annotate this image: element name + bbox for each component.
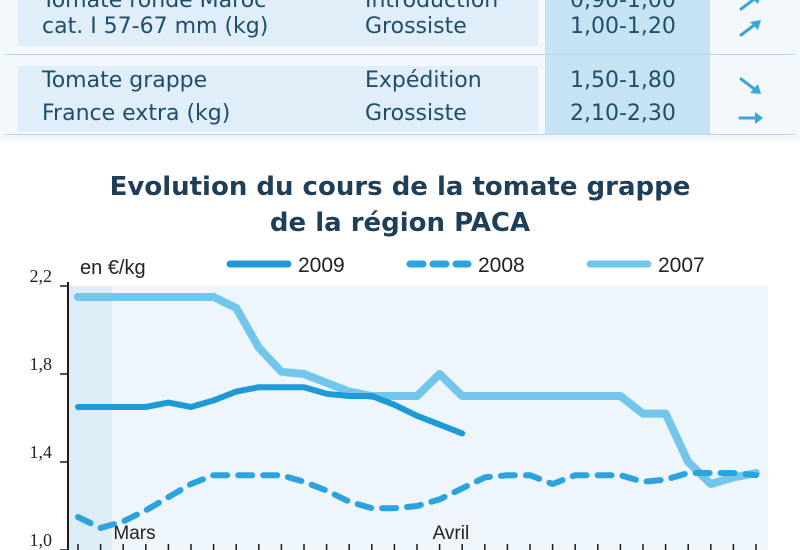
price-range: 1,50-1,80: [570, 68, 676, 93]
series-line-2008: [75, 470, 759, 531]
product-name: cat. I 57-67 mm (kg): [42, 14, 269, 39]
price-column-background: [545, 0, 710, 134]
series-line-2009: [75, 384, 466, 437]
legend-label: 2009: [298, 254, 345, 277]
market-stage: Grossiste: [365, 101, 467, 126]
y-axis-label: en €/kg: [80, 257, 146, 279]
price-range: 2,10-2,30: [570, 101, 676, 126]
price-range: 1,00-1,20: [570, 14, 676, 39]
price-line-chart: 2,2 1,8 1,4 1,0 Mars Avril en €/kg 2009 2008 2007: [30, 254, 768, 550]
legend-label: 2007: [658, 254, 705, 277]
legend-label: 2008: [478, 254, 525, 277]
series-line-2007: [74, 293, 760, 488]
row-background: [18, 0, 538, 46]
market-stage: Grossiste: [365, 14, 467, 39]
price-range: 0,90-1,00: [570, 0, 676, 13]
product-name: Tomate ronde Maroc: [42, 0, 267, 13]
y-tick-label: 1,0: [30, 530, 53, 550]
divider: [5, 134, 795, 135]
x-month-label: Avril: [433, 523, 470, 544]
y-tick-label: 1,8: [30, 354, 53, 374]
market-stage: Introduction: [365, 0, 499, 13]
row-background: [18, 66, 538, 132]
divider: [5, 54, 795, 55]
product-name: France extra (kg): [42, 101, 231, 126]
y-tick-label: 2,2: [30, 266, 53, 286]
trend-up-right-icon: [739, 20, 761, 37]
trend-up-right-icon: [739, 0, 760, 11]
market-stage: Expédition: [365, 68, 482, 93]
y-tick-label: 1,4: [30, 442, 53, 462]
x-month-label: Mars: [113, 523, 155, 544]
chart-section: Evolution du cours de la tomate grappe d…: [0, 150, 800, 550]
month-band: [68, 286, 112, 550]
trend-down-right-icon: [739, 77, 761, 94]
price-table: Tomate ronde Maroc cat. I 57-67 mm (kg) …: [0, 0, 800, 140]
product-name: Tomate grappe: [42, 68, 208, 93]
chart-subtitle: de la région PACA: [269, 208, 531, 238]
chart-title: Evolution du cours de la tomate grappe: [109, 172, 691, 202]
trend-right-icon: [738, 112, 763, 124]
